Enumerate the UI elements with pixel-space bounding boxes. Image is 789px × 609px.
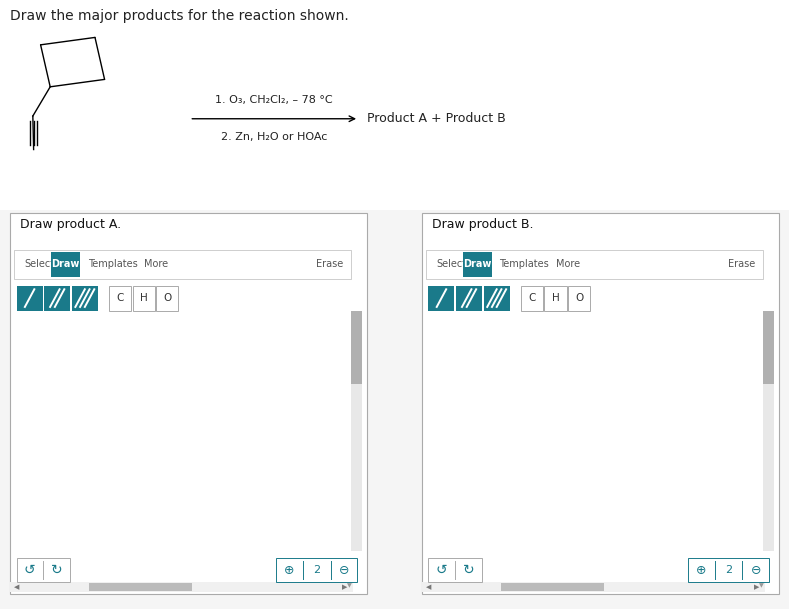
Text: H: H	[140, 293, 148, 303]
FancyBboxPatch shape	[428, 558, 482, 582]
Text: Select: Select	[436, 259, 466, 269]
FancyBboxPatch shape	[89, 583, 192, 591]
FancyBboxPatch shape	[156, 286, 178, 311]
FancyBboxPatch shape	[456, 286, 482, 311]
Text: Templates: Templates	[499, 259, 549, 269]
FancyBboxPatch shape	[17, 558, 70, 582]
FancyBboxPatch shape	[501, 583, 604, 591]
Text: Draw product B.: Draw product B.	[432, 218, 533, 231]
Text: 2. Zn, H₂O or HOAc: 2. Zn, H₂O or HOAc	[221, 132, 327, 142]
Text: ▼: ▼	[759, 583, 764, 588]
Text: More: More	[144, 259, 169, 269]
Text: C: C	[116, 293, 124, 303]
Text: Draw the major products for the reaction shown.: Draw the major products for the reaction…	[10, 9, 349, 23]
Text: ◀: ◀	[426, 584, 431, 590]
Text: Product A + Product B: Product A + Product B	[367, 112, 506, 125]
FancyBboxPatch shape	[351, 317, 362, 551]
Text: Templates: Templates	[88, 259, 137, 269]
Text: O: O	[575, 293, 583, 303]
FancyBboxPatch shape	[422, 582, 765, 592]
Text: O: O	[163, 293, 171, 303]
FancyBboxPatch shape	[521, 286, 543, 311]
FancyBboxPatch shape	[10, 213, 367, 594]
Text: 1. O₃, CH₂Cl₂, – 78 °C: 1. O₃, CH₂Cl₂, – 78 °C	[215, 96, 333, 105]
FancyBboxPatch shape	[763, 311, 774, 384]
Text: Select: Select	[24, 259, 54, 269]
Text: ⊕: ⊕	[284, 563, 294, 577]
FancyBboxPatch shape	[44, 286, 70, 311]
Text: Erase: Erase	[316, 259, 343, 269]
FancyBboxPatch shape	[351, 311, 362, 384]
Text: H: H	[552, 293, 559, 303]
Text: ⊕: ⊕	[696, 563, 706, 577]
Text: More: More	[556, 259, 581, 269]
FancyBboxPatch shape	[72, 286, 98, 311]
Text: ◀: ◀	[14, 584, 19, 590]
Text: ▼: ▼	[347, 583, 352, 588]
FancyBboxPatch shape	[463, 252, 492, 277]
Text: Draw: Draw	[463, 259, 492, 269]
Text: ↺: ↺	[436, 563, 447, 577]
Text: 2: 2	[313, 565, 320, 575]
Text: ⊖: ⊖	[339, 563, 350, 577]
FancyBboxPatch shape	[422, 213, 779, 594]
FancyBboxPatch shape	[544, 286, 567, 311]
FancyBboxPatch shape	[17, 286, 43, 311]
Text: ▶: ▶	[754, 584, 759, 590]
Text: ↺: ↺	[24, 563, 36, 577]
Text: ↻: ↻	[51, 563, 63, 577]
FancyBboxPatch shape	[568, 286, 590, 311]
FancyBboxPatch shape	[0, 0, 789, 210]
Text: C: C	[528, 293, 536, 303]
FancyBboxPatch shape	[51, 252, 80, 277]
Text: 2: 2	[725, 565, 732, 575]
FancyBboxPatch shape	[426, 250, 763, 279]
Text: ⊖: ⊖	[751, 563, 761, 577]
Text: Draw: Draw	[51, 259, 80, 269]
Text: Erase: Erase	[727, 259, 755, 269]
Text: ↻: ↻	[463, 563, 475, 577]
Text: ▶: ▶	[342, 584, 347, 590]
Text: Draw product A.: Draw product A.	[20, 218, 121, 231]
FancyBboxPatch shape	[484, 286, 510, 311]
FancyBboxPatch shape	[133, 286, 155, 311]
FancyBboxPatch shape	[276, 558, 357, 582]
FancyBboxPatch shape	[10, 582, 353, 592]
FancyBboxPatch shape	[428, 286, 454, 311]
FancyBboxPatch shape	[763, 317, 774, 551]
FancyBboxPatch shape	[688, 558, 769, 582]
FancyBboxPatch shape	[14, 250, 351, 279]
FancyBboxPatch shape	[109, 286, 131, 311]
